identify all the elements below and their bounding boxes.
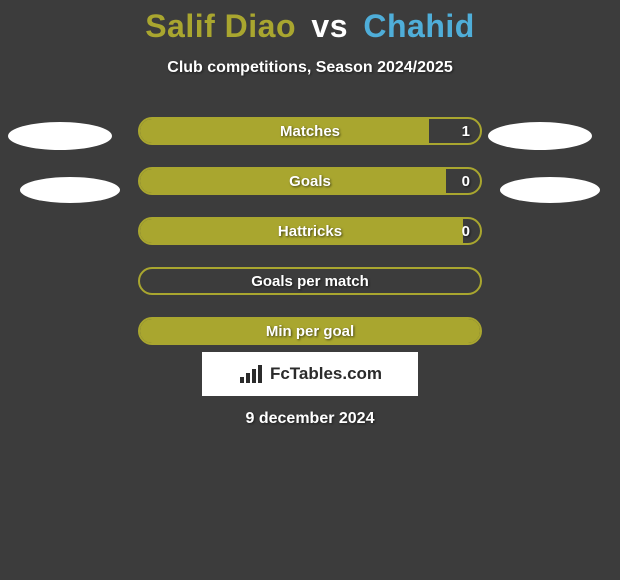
stat-row: Goals per match [138,267,482,295]
decorative-ellipse [8,122,112,150]
stats-rows: Matches1 Goals0 Hattricks0 Goals per match M… [0,117,620,345]
vs-label: vs [311,8,348,44]
player2-name: Chahid [363,8,474,44]
stat-row: Min per goal [138,317,482,345]
stat-right-value: 1 [462,119,470,143]
stat-row: Matches1 [138,117,482,145]
comparison-card: Salif Diao vs Chahid Club competitions, … [0,0,620,580]
bar-right-segment [473,119,480,143]
bar-left-segment [140,119,429,143]
badge-text: FcTables.com [270,364,382,384]
stat-row: Goals0 [138,167,482,195]
stat-row: Hattricks0 [138,217,482,245]
bar-center-segment [140,219,463,243]
bar-center-segment [140,269,480,293]
decorative-ellipse [500,177,600,203]
source-badge: FcTables.com [202,352,418,396]
stat-right-value: 0 [462,219,470,243]
date-label: 9 december 2024 [0,410,620,428]
decorative-ellipse [488,122,592,150]
decorative-ellipse [20,177,120,203]
player1-name: Salif Diao [145,8,296,44]
bar-center-segment [140,319,480,343]
stat-right-value: 0 [462,169,470,193]
bars-icon [238,363,266,385]
subtitle: Club competitions, Season 2024/2025 [0,59,620,77]
bar-right-segment [473,169,480,193]
page-title: Salif Diao vs Chahid [0,0,620,45]
bar-left-segment [140,169,446,193]
